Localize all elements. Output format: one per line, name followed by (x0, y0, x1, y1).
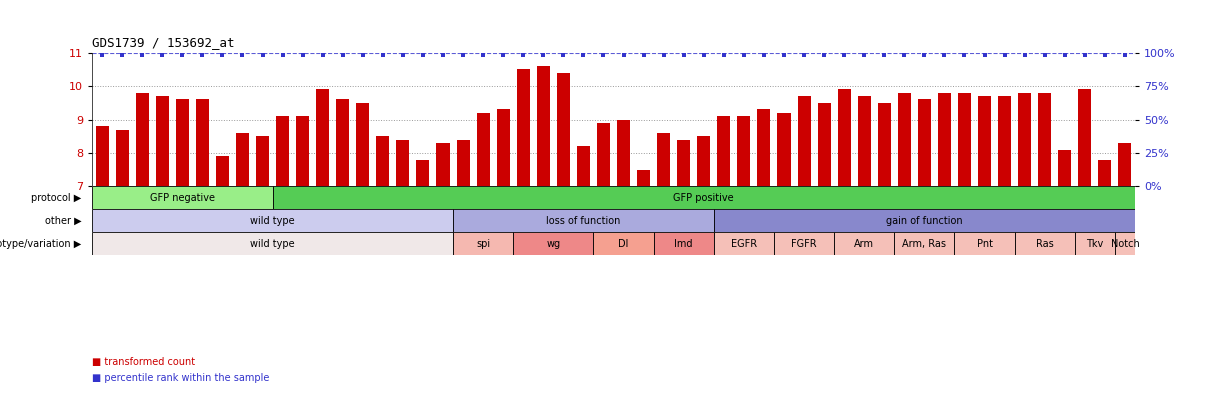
Bar (536, 66, 550, 186)
Bar (557, 73, 569, 186)
Bar (416, 160, 429, 186)
Bar (156, 96, 169, 186)
Bar (453, 209, 714, 232)
Bar (757, 109, 771, 186)
Bar (92, 232, 453, 255)
Bar (1058, 149, 1071, 186)
Bar (697, 136, 710, 186)
Text: FGFR: FGFR (791, 239, 817, 249)
Bar (677, 140, 691, 186)
Bar (236, 133, 249, 186)
Text: GDS1739 / 153692_at: GDS1739 / 153692_at (92, 36, 234, 49)
Bar (136, 93, 148, 186)
Bar (714, 232, 774, 255)
Text: GFP negative: GFP negative (150, 193, 215, 203)
Bar (577, 146, 590, 186)
Text: gain of function: gain of function (886, 216, 963, 226)
Bar (714, 209, 1135, 232)
Bar (377, 136, 389, 186)
Bar (654, 232, 714, 255)
Bar (276, 116, 290, 186)
Bar (598, 123, 610, 186)
Bar (798, 96, 811, 186)
Text: spi: spi (476, 239, 491, 249)
Text: wg: wg (546, 239, 561, 249)
Text: protocol ▶: protocol ▶ (32, 193, 81, 203)
Bar (894, 232, 955, 255)
Bar (898, 93, 910, 186)
Text: GFP positive: GFP positive (674, 193, 734, 203)
Bar (453, 232, 513, 255)
Bar (1038, 93, 1052, 186)
Bar (517, 69, 530, 186)
Bar (838, 90, 850, 186)
Bar (955, 232, 1015, 255)
Bar (774, 232, 834, 255)
Text: Notch: Notch (1110, 239, 1140, 249)
Text: Arm: Arm (854, 239, 874, 249)
Bar (437, 143, 449, 186)
Bar (1018, 93, 1031, 186)
Bar (216, 156, 229, 186)
Bar (396, 140, 410, 186)
Bar (918, 100, 931, 186)
Bar (356, 103, 369, 186)
Bar (272, 186, 1135, 209)
Bar (877, 103, 891, 186)
Bar (92, 209, 453, 232)
Bar (456, 140, 470, 186)
Text: wild type: wild type (250, 216, 294, 226)
Bar (196, 100, 209, 186)
Text: Pnt: Pnt (977, 239, 993, 249)
Bar (737, 116, 751, 186)
Bar (594, 232, 654, 255)
Bar (1075, 232, 1115, 255)
Bar (1115, 232, 1135, 255)
Bar (1119, 143, 1131, 186)
Bar (978, 96, 991, 186)
Bar (998, 96, 1011, 186)
Bar (658, 133, 670, 186)
Bar (96, 126, 108, 186)
Bar (256, 136, 269, 186)
Bar (718, 116, 730, 186)
Bar (1098, 160, 1112, 186)
Bar (115, 130, 129, 186)
Bar (1015, 232, 1075, 255)
Bar (778, 113, 790, 186)
Bar (637, 170, 650, 186)
Bar (296, 116, 309, 186)
Bar (336, 100, 350, 186)
Bar (937, 93, 951, 186)
Text: Imd: Imd (675, 239, 693, 249)
Bar (834, 232, 894, 255)
Bar (92, 186, 272, 209)
Text: Arm, Ras: Arm, Ras (902, 239, 946, 249)
Bar (317, 90, 329, 186)
Bar (513, 232, 594, 255)
Bar (858, 96, 871, 186)
Bar (958, 93, 971, 186)
Bar (617, 119, 629, 186)
Text: Tkv: Tkv (1086, 239, 1103, 249)
Bar (497, 109, 509, 186)
Text: Ras: Ras (1036, 239, 1054, 249)
Bar (175, 100, 189, 186)
Text: Dl: Dl (618, 239, 628, 249)
Text: EGFR: EGFR (731, 239, 757, 249)
Bar (476, 113, 490, 186)
Text: genotype/variation ▶: genotype/variation ▶ (0, 239, 81, 249)
Text: loss of function: loss of function (546, 216, 621, 226)
Text: ■ percentile rank within the sample: ■ percentile rank within the sample (92, 373, 270, 383)
Bar (817, 103, 831, 186)
Text: wild type: wild type (250, 239, 294, 249)
Text: other ▶: other ▶ (45, 216, 81, 226)
Bar (1079, 90, 1091, 186)
Text: ■ transformed count: ■ transformed count (92, 356, 195, 367)
